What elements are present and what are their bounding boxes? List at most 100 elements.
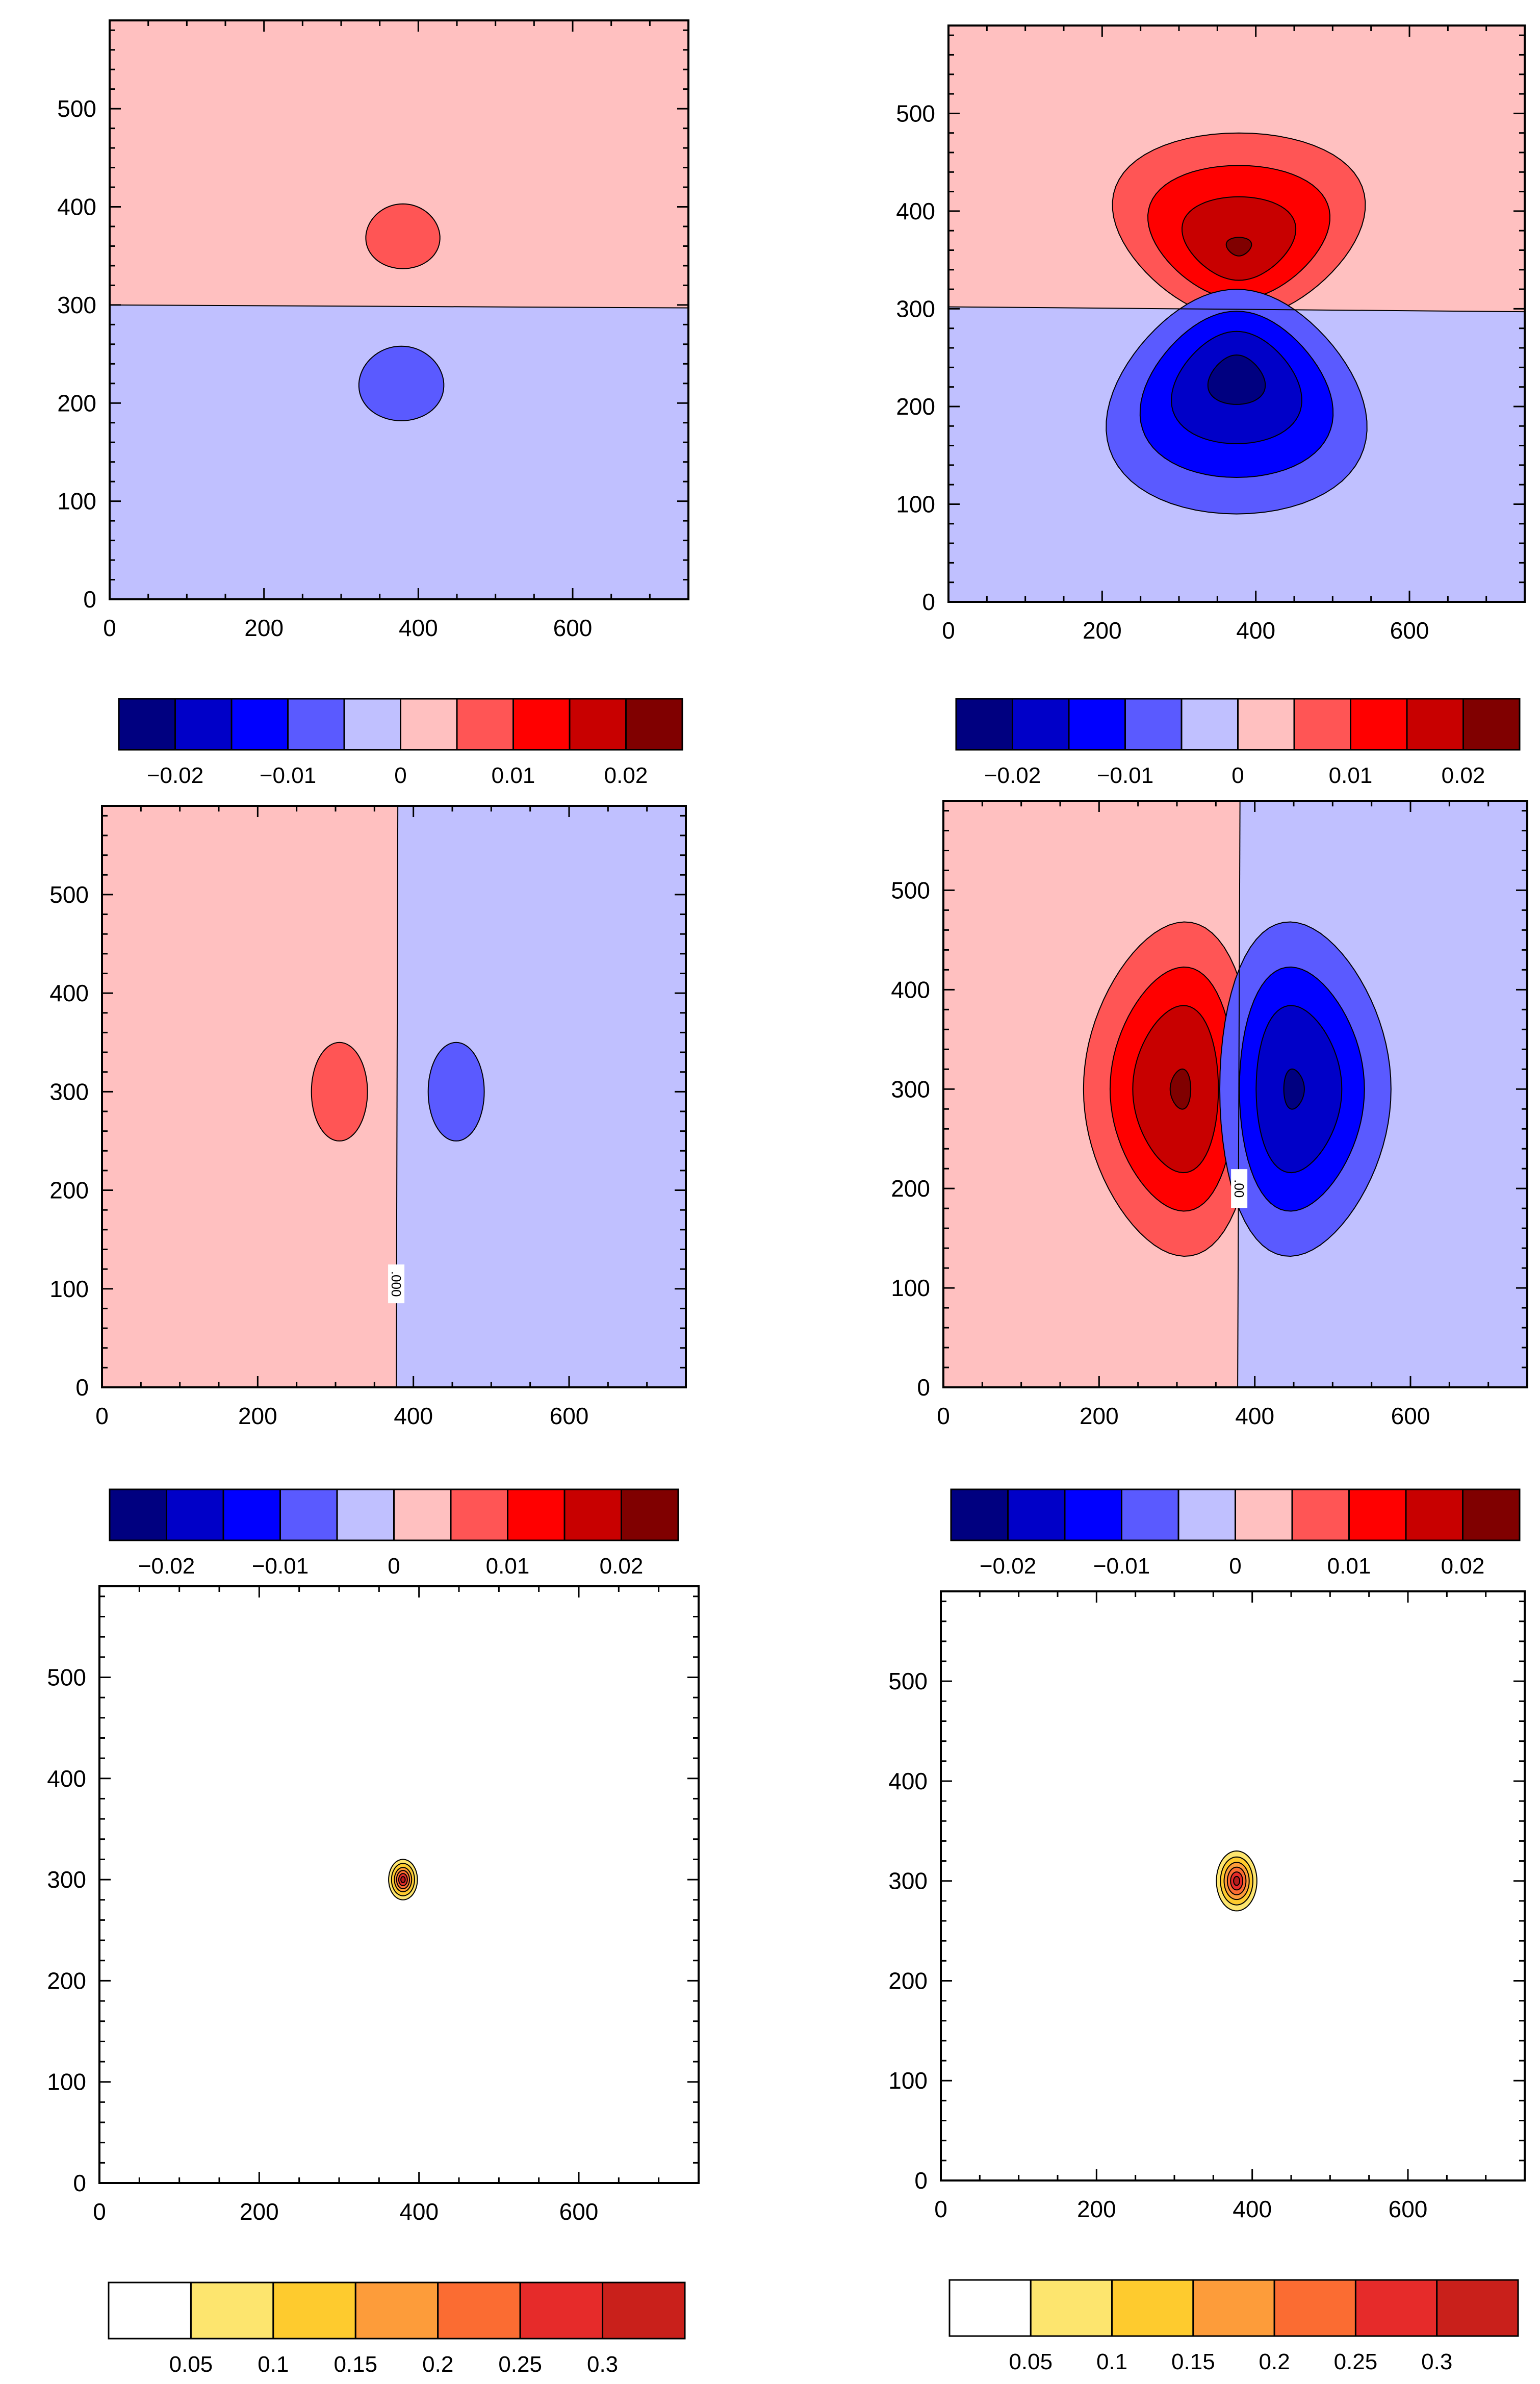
colorbar-box: [354, 2281, 439, 2340]
colorbar-box: [1237, 698, 1295, 751]
colorbar-label: −0.02: [984, 763, 1041, 788]
colorbar-box: [1111, 2279, 1194, 2337]
colorbar-box: [109, 1488, 167, 1541]
y-tick-label: 0: [73, 2170, 86, 2196]
colorbar-label: −0.01: [1097, 763, 1153, 788]
colorbar-label: 0: [388, 1554, 400, 1579]
colorbar-label: 0.02: [604, 763, 648, 788]
colorbar-label: 0.3: [587, 2352, 618, 2377]
colorbar-box: [437, 2281, 521, 2340]
colorbar-box: [1068, 698, 1126, 751]
colorbar-box: [625, 698, 683, 751]
plot-area: .00: [943, 801, 1527, 1387]
plot-frame: [98, 1585, 700, 2184]
negative-lobe-level-4: [1283, 1068, 1305, 1110]
colorbar-middle-left: −0.02 −0.01 0 0.01 0.02: [109, 1488, 679, 1579]
colorbar-label: 0.15: [1171, 2349, 1215, 2374]
y-tick-label: 400: [896, 198, 935, 224]
x-tick-label: 400: [1236, 617, 1275, 644]
plot-frame: [940, 1590, 1526, 2182]
colorbar-box: [1462, 1488, 1521, 1541]
y-tick-label: 100: [49, 1276, 89, 1302]
x-tick-label: 0: [942, 617, 955, 644]
x-tick-label: 600: [550, 1403, 589, 1429]
zero-label-box: [388, 1264, 405, 1304]
x-tick-label: 600: [1390, 617, 1429, 644]
colorbar-box: [1012, 698, 1070, 751]
plume-level-6: [400, 1876, 406, 1883]
colorbar-bottom-right: 0.05 0.1 0.15 0.2 0.25 0.3: [948, 2279, 1519, 2374]
plot-frame: [101, 805, 687, 1388]
colorbar-box: [1030, 2279, 1113, 2337]
y-tick-label: 400: [47, 1765, 86, 1792]
colorbar-box: [1406, 698, 1464, 751]
y-tick-label: 500: [896, 100, 935, 126]
positive-region: [102, 806, 398, 1387]
colorbar-box: [512, 698, 571, 751]
plot-frame: [942, 800, 1528, 1388]
colorbar-box: [1124, 698, 1183, 751]
x-tick-label: 200: [1077, 2196, 1116, 2222]
colorbar-box: [450, 1488, 508, 1541]
colorbar-box: [563, 1488, 622, 1541]
plot-area: [941, 1591, 1525, 2180]
y-tick-label: 100: [896, 491, 935, 517]
y-tick-label: 200: [891, 1175, 930, 1202]
x-tick-label: 400: [1235, 1403, 1274, 1429]
plume-level-6: [1233, 1875, 1241, 1886]
y-tick-label: 300: [896, 295, 935, 322]
colorbar-middle-right: −0.02 −0.01 0 0.01 0.02: [950, 1488, 1521, 1579]
colorbar-label: 0.25: [1334, 2349, 1378, 2374]
x-tick-label: 0: [937, 1403, 950, 1429]
y-tick-label: 100: [891, 1275, 930, 1301]
plot-area: [948, 26, 1525, 602]
colorbar-box: [272, 2281, 356, 2340]
colorbar-label: 0.01: [486, 1554, 530, 1579]
colorbar-label: 0.25: [498, 2352, 542, 2377]
colorbar-box: [108, 2281, 192, 2340]
colorbar-box: [222, 1488, 281, 1541]
colorbar-box: [174, 698, 233, 751]
x-tick-label: 600: [1389, 2196, 1428, 2222]
y-tick-label: 100: [47, 2069, 86, 2095]
colorbar-bottom-left: 0.05 0.1 0.15 0.2 0.25 0.3: [108, 2281, 686, 2377]
y-tick-label: 500: [49, 881, 89, 908]
y-tick-label: 0: [914, 2167, 928, 2194]
x-tick-label: 200: [1083, 617, 1122, 644]
zero-contour-label: .00: [1231, 1179, 1247, 1198]
negative-region: [396, 806, 686, 1387]
colorbar-label: −0.02: [147, 763, 203, 788]
colorbar-label: −0.01: [1093, 1554, 1150, 1579]
colorbar-box: [1348, 1488, 1407, 1541]
x-tick-label: 600: [1391, 1403, 1430, 1429]
y-tick-label: 0: [922, 589, 935, 615]
panel-middle-right: .00 0 200 400 600 0 100 200 300 400 500 −0.02 −0.01 0…: [891, 800, 1528, 1579]
colorbar-box: [456, 698, 514, 751]
colorbar-box: [1235, 1488, 1293, 1541]
y-tick-label: 100: [888, 2067, 928, 2094]
colorbar-box: [1180, 698, 1239, 751]
x-tick-label: 600: [559, 2198, 599, 2225]
colorbar-box: [1293, 698, 1351, 751]
colorbar-box: [519, 2281, 604, 2340]
colorbar-box: [1462, 698, 1521, 751]
y-tick-label: 0: [917, 1374, 930, 1401]
colorbar-box: [230, 698, 289, 751]
colorbar-box: [1007, 1488, 1066, 1541]
colorbar-box: [955, 698, 1013, 751]
y-tick-label: 500: [57, 95, 96, 122]
x-tick-label: 600: [553, 615, 593, 641]
zero-contour-line: [1237, 801, 1241, 1387]
panel-bottom-left: 0 200 400 600 0 100 200 300 400 500 0.05 0.1 0.15 0.2…: [47, 1585, 700, 2377]
x-tick-label: 0: [93, 2198, 106, 2225]
colorbar-label: 0.01: [1329, 763, 1373, 788]
plot-area: .000: [102, 806, 686, 1387]
y-tick-label: 400: [49, 980, 89, 1006]
colorbar-label: 0.05: [1009, 2349, 1053, 2374]
x-tick-label: 200: [1080, 1403, 1119, 1429]
y-tick-label: 200: [888, 1967, 928, 1994]
colorbar-label: 0.02: [1441, 1554, 1485, 1579]
colorbar-top-left: −0.02 −0.01 0 0.01 0.02: [118, 698, 683, 788]
colorbar-label: 0.02: [1442, 763, 1485, 788]
colorbar-box: [1064, 1488, 1122, 1541]
